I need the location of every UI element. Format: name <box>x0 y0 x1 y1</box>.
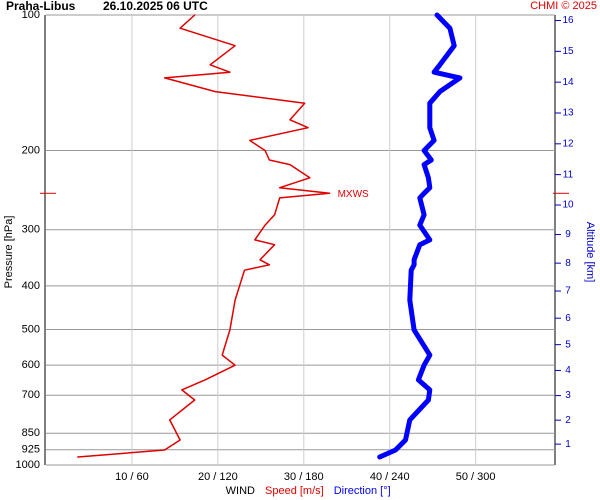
chart-subtitle: 26.10.2025 06 UTC <box>103 0 208 13</box>
y2-tick-label: 7 <box>565 286 571 297</box>
y2-tick-label: 15 <box>562 46 574 57</box>
y-tick-label: 500 <box>22 323 40 335</box>
x-axis-label: WIND <box>226 485 255 497</box>
y-tick-label: 850 <box>22 427 40 439</box>
annotation: MXWS <box>338 189 369 200</box>
y2-tick-label: 4 <box>565 365 571 376</box>
credit: CHMI © 2025 <box>530 0 597 12</box>
y2-tick-label: 6 <box>565 313 571 324</box>
series-line <box>77 14 331 458</box>
x-tick-label: 30 / 180 <box>284 471 324 483</box>
y2-tick-label: 14 <box>562 77 574 88</box>
y-tick-label: 400 <box>22 280 40 292</box>
y2-tick-label: 1 <box>565 439 571 450</box>
y2-tick-label: 12 <box>562 138 574 149</box>
y-tick-label: 200 <box>22 144 40 156</box>
x-tick-label: 20 / 120 <box>198 471 238 483</box>
y-tick-label: 600 <box>22 359 40 371</box>
x-tick-label: 40 / 240 <box>370 471 410 483</box>
y2-tick-label: 9 <box>565 229 571 240</box>
y2-tick-label: 16 <box>562 15 574 26</box>
y-tick-label: 1000 <box>16 459 40 471</box>
chart-title: Praha-Libus <box>6 0 76 13</box>
y-axis-label: Pressure [hPa] <box>3 216 15 289</box>
x-tick-label: 50 / 300 <box>456 471 496 483</box>
y2-tick-label: 5 <box>565 339 571 350</box>
y2-tick-label: 10 <box>562 200 574 211</box>
series-line <box>377 12 463 460</box>
y2-tick-label: 2 <box>565 415 571 426</box>
x-tick-label: 10 / 60 <box>115 471 149 483</box>
y2-tick-label: 3 <box>565 390 571 401</box>
y2-tick-label: 13 <box>562 108 574 119</box>
y-tick-label: 925 <box>22 444 40 456</box>
y2-tick-label: 8 <box>565 258 571 269</box>
y2-tick-label: 11 <box>563 169 574 180</box>
legend-entry: Direction [°] <box>334 485 391 497</box>
y-tick-label: 100 <box>22 9 40 21</box>
legend-entry: Speed [m/s] <box>265 485 324 497</box>
y-tick-label: 300 <box>22 224 40 236</box>
y2-axis-label: Altitude [km] <box>584 222 596 283</box>
y-tick-label: 700 <box>22 389 40 401</box>
